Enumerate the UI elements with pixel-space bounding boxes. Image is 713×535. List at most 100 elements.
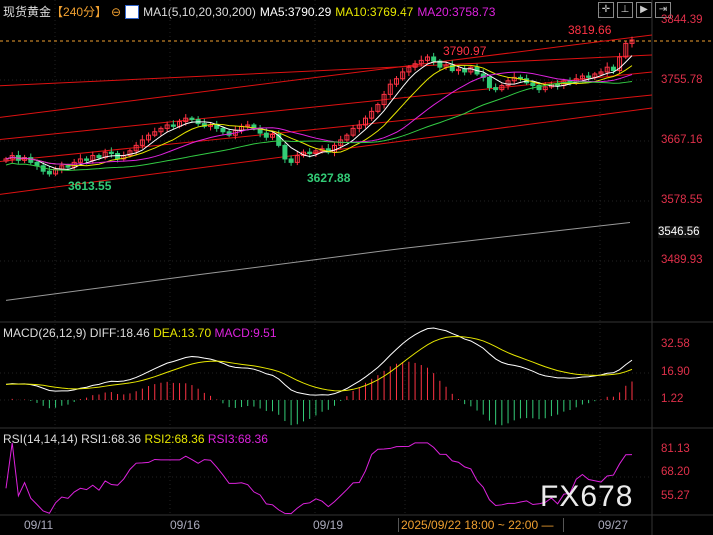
ma-indicator[interactable]: MA1(5,10,20,30,200) (143, 4, 256, 19)
candle (282, 144, 288, 160)
candle (115, 153, 121, 160)
candle (424, 56, 430, 61)
candle (511, 76, 517, 82)
candle (344, 134, 350, 141)
candle (245, 124, 251, 127)
candle (127, 150, 133, 157)
crosshair-time-label: 2025/09/22 18:00 ~ 22:00 — (398, 518, 564, 532)
low-annotation: 3613.55 (68, 179, 112, 193)
candle (505, 80, 511, 87)
candle (437, 60, 443, 68)
date-tick: 09/11 (24, 518, 54, 532)
high-annotation: 3790.97 (443, 44, 487, 58)
ma30-line (5, 80, 633, 171)
dea-line (5, 336, 633, 392)
candle (387, 83, 393, 95)
ma10-value: MA10:3769.47 (335, 4, 414, 19)
candle (102, 151, 108, 159)
candle (53, 168, 59, 175)
candle (393, 78, 399, 85)
macd-legend: MACD(26,12,9) DIFF:18.46 DEA:13.70 MACD:… (3, 326, 277, 340)
candle (617, 56, 623, 72)
watermark-logo: FX678 (540, 480, 634, 513)
candle (77, 158, 83, 163)
candle (449, 64, 455, 72)
ma200-label: 3546.56 (658, 226, 700, 238)
candle (530, 82, 536, 87)
trend-line (0, 71, 653, 140)
candle (418, 59, 424, 65)
price-tick: 3844.39 (661, 14, 703, 26)
candle (307, 151, 313, 155)
macd-tick: 32.58 (661, 338, 690, 350)
high-annotation: 3819.66 (568, 23, 612, 37)
candle (493, 87, 499, 91)
macd-tick: 1.22 (661, 393, 684, 405)
candle (313, 150, 319, 155)
ma200-line (5, 222, 631, 301)
candle (158, 127, 164, 133)
candle (555, 83, 561, 87)
candle (406, 66, 412, 73)
candle (220, 127, 226, 133)
candle (499, 85, 505, 91)
candle (381, 93, 387, 106)
crosshair-toggle-icon[interactable]: ⊖ (111, 4, 122, 19)
price-tick: 3489.93 (661, 254, 703, 266)
candle (65, 165, 71, 168)
candle (586, 75, 592, 78)
candle (170, 124, 176, 127)
candle (542, 86, 548, 91)
trend-line (0, 34, 653, 118)
crosshair-icon[interactable]: ✛ (598, 2, 614, 18)
rsi-title[interactable]: RSI(14,14,14) (3, 432, 78, 446)
candle (288, 158, 294, 163)
candle (400, 71, 406, 80)
period-label[interactable]: 【240分】 (51, 5, 108, 19)
candle (604, 66, 610, 73)
candle (28, 157, 34, 163)
ma10-line (5, 64, 633, 167)
candle (369, 110, 375, 119)
trend-line (0, 54, 653, 87)
candle (356, 124, 362, 129)
candle (629, 39, 635, 44)
candle (375, 104, 381, 112)
rsi-line (5, 442, 633, 515)
rsi-tick: 81.13 (661, 443, 690, 455)
candle (486, 76, 492, 89)
indicator-chart-icon[interactable] (125, 4, 140, 19)
candle (362, 117, 368, 126)
date-tick: 09/16 (170, 518, 201, 532)
ma20-value: MA20:3758.73 (417, 4, 496, 19)
candle (610, 66, 616, 72)
candle (431, 56, 437, 62)
candle (189, 117, 195, 121)
zoom-range-icon[interactable]: ⊥ (617, 2, 633, 18)
rsi-legend: RSI(14,14,14) RSI1:68.36 RSI2:68.36 RSI3… (3, 432, 268, 446)
step-forward-icon[interactable]: ⇥ (655, 2, 671, 18)
low-annotation: 3627.88 (307, 171, 351, 185)
candle (22, 157, 28, 161)
candle (183, 117, 189, 123)
candle (276, 133, 282, 146)
candle (263, 132, 269, 138)
rsi1-value: RSI1:68.36 (81, 432, 142, 446)
candle (96, 155, 102, 159)
candle (164, 124, 170, 129)
macd-dea: DEA:13.70 (153, 326, 212, 340)
price-tick: 3578.55 (661, 194, 703, 206)
candle (34, 161, 40, 167)
symbol-name: 现货黄金 (3, 5, 52, 19)
diff-line (5, 327, 633, 396)
macd-title[interactable]: MACD(26,12,9) (3, 326, 87, 340)
candle (462, 68, 468, 73)
ma5-value: MA5:3790.29 (259, 4, 332, 19)
trend-line (0, 107, 653, 195)
candle (108, 151, 114, 155)
candle (46, 170, 52, 175)
candle (536, 85, 542, 91)
candle (412, 63, 418, 68)
candle (146, 134, 152, 141)
